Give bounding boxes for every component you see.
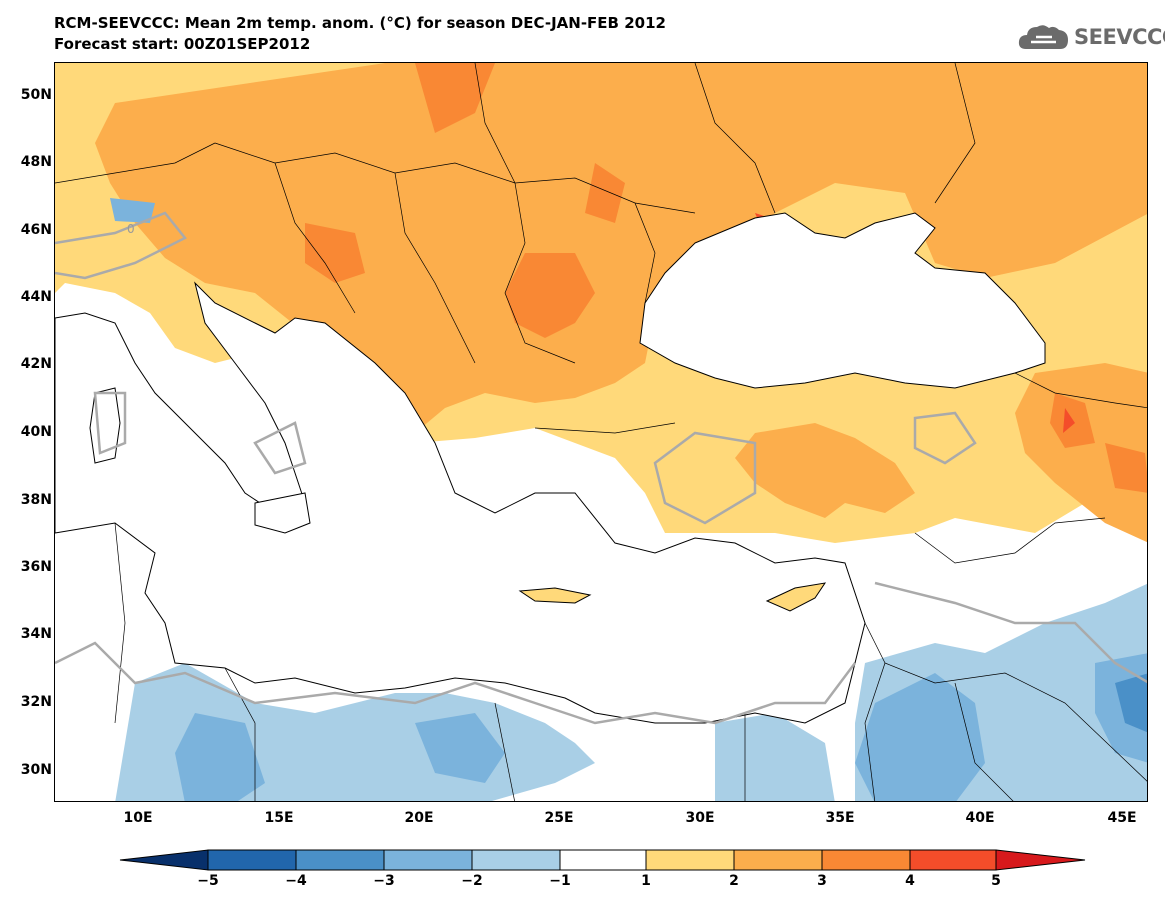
temperature-anomaly-map: 0 — [55, 63, 1147, 801]
lon-tick-15E: 15E — [264, 810, 294, 826]
colorbar-tick: −5 — [197, 873, 219, 889]
forecast-start-label: Forecast start: 00Z01SEP2012 — [54, 35, 311, 53]
colorbar-tick: −2 — [461, 873, 483, 889]
cloud-icon — [1018, 25, 1068, 49]
colorbar-tick: 1 — [641, 873, 651, 889]
crete-island — [518, 587, 592, 604]
lat-tick-50N: 50N — [20, 87, 52, 103]
colorbar-tick: −3 — [373, 873, 395, 889]
colorbar-tick: 4 — [905, 873, 915, 889]
lat-tick-48N: 48N — [20, 154, 52, 170]
lat-tick-46N: 46N — [20, 222, 52, 238]
colorbar-min-arrow — [119, 849, 209, 871]
colorbar-bin-9 — [909, 849, 997, 871]
colorbar-bin-4 — [471, 849, 561, 871]
cyprus-island — [765, 582, 827, 612]
colorbar-bin-2 — [295, 849, 385, 871]
lon-tick-10E: 10E — [123, 810, 153, 826]
colorbar-tick: −1 — [549, 873, 571, 889]
lon-tick-45E: 45E — [1107, 810, 1137, 826]
map-panel: 0 — [54, 62, 1148, 802]
lat-tick-36N: 36N — [20, 559, 52, 575]
anomaly-minus1to2-alps — [110, 198, 155, 223]
colorbar-bin-1 — [207, 849, 297, 871]
map-title: RCM-SEEVCCC: Mean 2m temp. anom. (°C) fo… — [54, 14, 666, 32]
colorbar-max-arrow — [995, 849, 1086, 871]
colorbar-tick: −4 — [285, 873, 307, 889]
lat-tick-34N: 34N — [20, 626, 52, 642]
lat-tick-30N: 30N — [20, 762, 52, 778]
colorbar-bin-6 — [645, 849, 735, 871]
black-sea — [639, 212, 1046, 389]
anomaly-2to3-region — [95, 63, 1147, 433]
sardinia-island — [89, 387, 121, 464]
colorbar-bin-7 — [733, 849, 823, 871]
colorbar-bin-8 — [821, 849, 911, 871]
lon-tick-20E: 20E — [404, 810, 434, 826]
lat-tick-38N: 38N — [20, 492, 52, 508]
country-borders — [55, 63, 1147, 801]
lat-tick-42N: 42N — [20, 356, 52, 372]
lat-tick-44N: 44N — [20, 289, 52, 305]
colorbar-bin-5 — [559, 849, 647, 871]
sicily-island — [254, 492, 311, 534]
colorbar-tick: 3 — [817, 873, 827, 889]
lon-tick-35E: 35E — [825, 810, 855, 826]
zero-contour — [55, 211, 1147, 725]
anomaly-2to3-anatolia — [735, 423, 915, 518]
lon-tick-40E: 40E — [965, 810, 995, 826]
contour-label: 0 — [127, 222, 135, 236]
anomaly-minus3to4-region — [1115, 673, 1147, 733]
lon-tick-30E: 30E — [685, 810, 715, 826]
colorbar-bin-3 — [383, 849, 473, 871]
seevccc-logo: SEEVCCC — [1018, 20, 1165, 54]
lon-tick-25E: 25E — [544, 810, 574, 826]
lat-tick-32N: 32N — [20, 694, 52, 710]
lat-tick-40N: 40N — [20, 424, 52, 440]
colorbar-tick: 2 — [729, 873, 739, 889]
anomaly-minus2to3-region — [175, 653, 1147, 801]
logo-text: SEEVCCC — [1074, 25, 1165, 49]
colorbar-tick: 5 — [991, 873, 1001, 889]
anomaly-2to3-caucasus — [1015, 363, 1147, 543]
